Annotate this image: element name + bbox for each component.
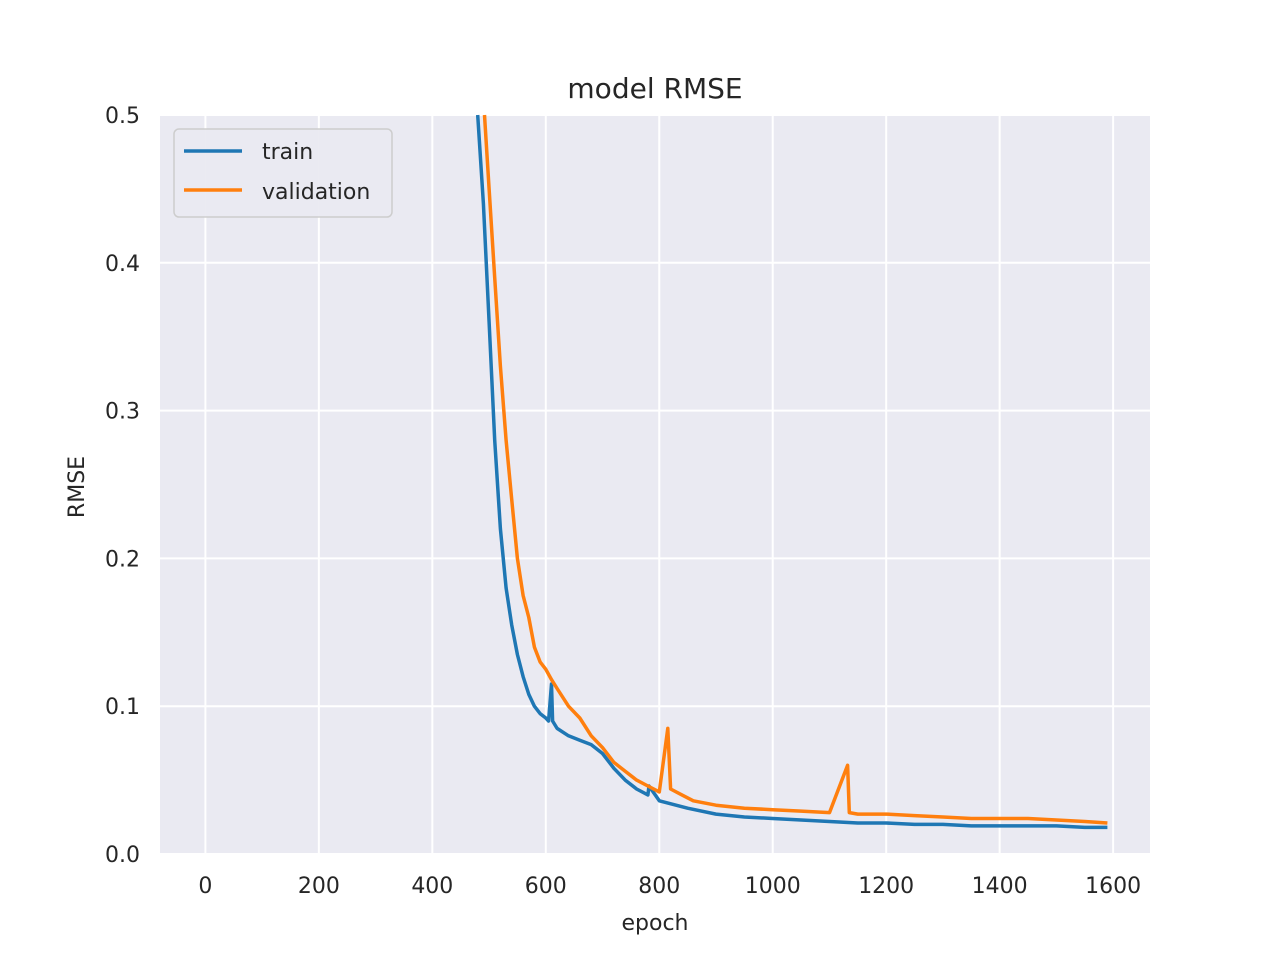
y-tick-label: 0.2 [105, 547, 140, 572]
y-tick-label: 0.0 [105, 843, 140, 868]
x-axis-title: epoch [622, 911, 689, 936]
y-tick-label: 0.4 [105, 252, 140, 277]
x-tick-label: 400 [411, 874, 453, 899]
grid-lines [160, 114, 1150, 855]
x-tick-label: 1600 [1085, 874, 1141, 899]
chart-title: model RMSE [567, 72, 742, 105]
x-tick-label: 0 [198, 874, 212, 899]
x-tick-label: 600 [525, 874, 567, 899]
x-tick-label: 1000 [745, 874, 801, 899]
y-tick-label: 0.1 [105, 695, 140, 720]
y-axis-title: RMSE [65, 456, 90, 518]
legend-label-validation: validation [262, 180, 370, 205]
series-line-train [475, 114, 1108, 830]
tick-labels: 0 200 400 600 800 1000 1200 1400 1600 0.0 0.1 0.2 0.… [105, 104, 1141, 899]
x-tick-label: 1200 [858, 874, 914, 899]
series-line-validation [482, 114, 1108, 825]
x-tick-label: 1400 [972, 874, 1028, 899]
plot-area [160, 115, 1150, 854]
y-tick-label: 0.5 [105, 104, 140, 129]
x-tick-label: 800 [638, 874, 680, 899]
legend: train validation [173, 128, 393, 218]
y-tick-label: 0.3 [105, 400, 140, 425]
x-tick-label: 200 [298, 874, 340, 899]
legend-label-train: train [262, 140, 313, 165]
series-layer [475, 114, 1108, 830]
